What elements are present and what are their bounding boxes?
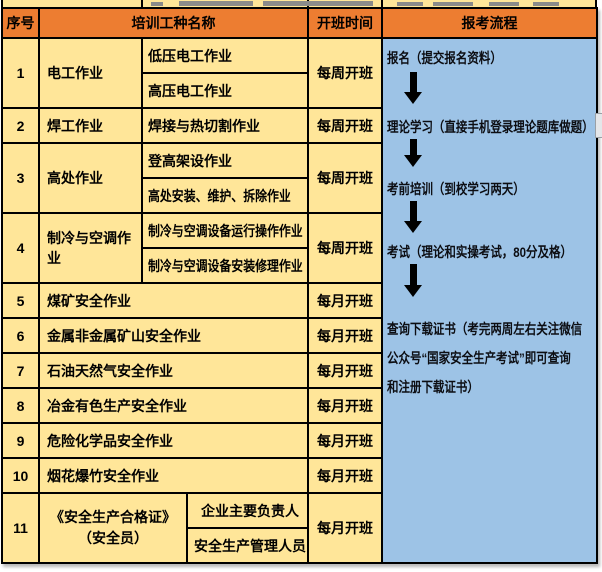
schedule-cell: 每月开班	[307, 422, 384, 459]
process-step-line: 和注册下载证书）	[387, 379, 479, 395]
table-row: 9 危险化学品安全作业 每月开班	[1, 422, 597, 459]
schedule-cell: 每周开班	[307, 212, 384, 284]
schedule-cell: 每月开班	[307, 492, 384, 564]
row-no: 3	[1, 142, 40, 214]
text-fragment	[489, 2, 519, 6]
col-header-name: 培训工种名称	[37, 7, 310, 39]
process-step: 查询下载证书（考完两周左右关注微信 公众号“国家安全生产考试”即可查询 和注册下…	[387, 315, 582, 402]
row-no: 5	[1, 282, 40, 319]
down-arrow-icon	[404, 201, 423, 233]
process-step: 考试（理论和实操考试，80分及格）	[387, 244, 573, 260]
category-line: （安全员）	[78, 530, 148, 546]
training-schedule-table: 序号 培训工种名称 开班时间 报考流程 1 电工作业 低压电工作业 每周开班 报…	[1, 7, 599, 564]
text-fragment	[433, 2, 473, 6]
course-cell: 煤矿安全作业	[37, 282, 310, 319]
table-row: 8 冶金有色生产安全作业 每月开班	[1, 387, 597, 424]
process-step: 理论学习（直接手机登录理论题库做题）	[387, 119, 594, 135]
schedule-cell: 每周开班	[307, 107, 384, 144]
fragment-line	[381, 0, 383, 7]
table-row: 制冷与空调设备安装修理作业	[2, 247, 597, 284]
down-arrow-icon	[404, 72, 423, 104]
row-no: 11	[1, 492, 40, 564]
schedule-cell: 每月开班	[307, 352, 384, 389]
row-no: 4	[1, 212, 40, 284]
text-fragment	[179, 1, 253, 6]
process-step-line: 公众号“国家安全生产考试”即可查询	[387, 350, 571, 366]
scrollbar-thumb[interactable]	[595, 113, 602, 138]
course-cell: 企业主要负责人	[185, 492, 310, 529]
process-step: 报名（提交报名资料）	[387, 50, 502, 66]
table-row: 3 高处作业 登高架设作业 每周开班	[1, 142, 597, 214]
category-cell: 制冷与空调作业	[38, 212, 143, 284]
cropped-row-top-fragment	[1, 0, 597, 7]
table-row: 4 制冷与空调作业 制冷与空调设备运行操作作业 每周开班	[1, 212, 597, 284]
schedule-cell: 每周开班	[307, 142, 384, 214]
row-no: 1	[1, 37, 40, 109]
course-cell: 低压电工作业	[140, 37, 310, 74]
schedule-cell: 每月开班	[307, 317, 384, 354]
table-row: 10 烟花爆竹安全作业 每月开班	[1, 457, 597, 494]
schedule-cell: 每月开班	[307, 457, 384, 494]
course-cell: 金属非金属矿山安全作业	[37, 317, 310, 354]
text-fragment	[533, 2, 559, 6]
row-no: 2	[1, 107, 40, 144]
fragment-line	[141, 0, 143, 7]
course-cell: 登高架设作业	[140, 142, 310, 179]
registration-process-panel: 报名（提交报名资料） 理论学习（直接手机登录理论题库做题） 考前培训（到校学习两…	[381, 37, 599, 564]
table-row: 5 煤矿安全作业 每月开班	[1, 282, 597, 319]
col-header-time: 开班时间	[307, 7, 384, 39]
text-fragment	[263, 1, 373, 6]
course-cell: 冶金有色生产安全作业	[37, 387, 310, 424]
col-header-no: 序号	[1, 7, 40, 39]
row-no: 7	[1, 352, 40, 389]
col-header-process: 报考流程	[381, 7, 599, 39]
course-cell: 烟花爆竹安全作业	[37, 457, 310, 494]
table-row: 11 《安全生产合格证》 （安全员） 企业主要负责人 每月开班	[1, 492, 597, 564]
course-cell: 石油天然气安全作业	[37, 352, 310, 389]
schedule-cell: 每月开班	[307, 387, 384, 424]
course-cell: 制冷与空调设备运行操作作业	[140, 212, 310, 249]
row-no: 10	[1, 457, 40, 494]
down-arrow-icon	[404, 139, 423, 167]
table-row: 高压电工作业	[2, 72, 597, 109]
course-cell: 安全生产管理人员	[185, 527, 310, 564]
row-no: 8	[1, 387, 40, 424]
schedule-cell: 每周开班	[307, 37, 384, 109]
row-no: 6	[1, 317, 40, 354]
text-fragment	[151, 2, 163, 6]
table-header-row: 序号 培训工种名称 开班时间 报考流程	[1, 7, 599, 39]
course-cell: 高处安装、维护、拆除作业	[140, 177, 310, 214]
course-cell: 高压电工作业	[140, 72, 310, 109]
category-cell: 焊工作业	[38, 107, 143, 144]
table-row: 1 电工作业 低压电工作业 每周开班 报名（提交报名资料） 理论学习（直接手机登…	[1, 37, 599, 564]
process-step-line: 查询下载证书（考完两周左右关注微信	[387, 321, 583, 337]
table-row: 6 金属非金属矿山安全作业 每月开班	[1, 317, 597, 354]
table-row: 7 石油天然气安全作业 每月开班	[1, 352, 597, 389]
text-fragment	[397, 2, 423, 6]
category-line: 《安全生产合格证》	[50, 509, 176, 525]
down-arrow-icon	[404, 264, 423, 297]
category-cell: 电工作业	[38, 37, 143, 109]
table-row: 高处安装、维护、拆除作业	[2, 177, 597, 214]
fragment-line	[595, 0, 597, 7]
fragment-line	[1, 0, 3, 7]
table-row: 安全生产管理人员	[2, 527, 597, 564]
schedule-cell: 每月开班	[307, 282, 384, 319]
category-cell: 高处作业	[38, 142, 143, 214]
process-step: 考前培训（到校学习两天）	[387, 181, 525, 197]
row-no: 9	[1, 422, 40, 459]
table-row: 2 焊工作业 焊接与热切割作业 每周开班	[1, 107, 597, 144]
course-cell: 制冷与空调设备安装修理作业	[140, 247, 310, 284]
category-cell: 《安全生产合格证》 （安全员）	[38, 492, 188, 564]
course-cell: 危险化学品安全作业	[37, 422, 310, 459]
course-cell: 焊接与热切割作业	[140, 107, 310, 144]
